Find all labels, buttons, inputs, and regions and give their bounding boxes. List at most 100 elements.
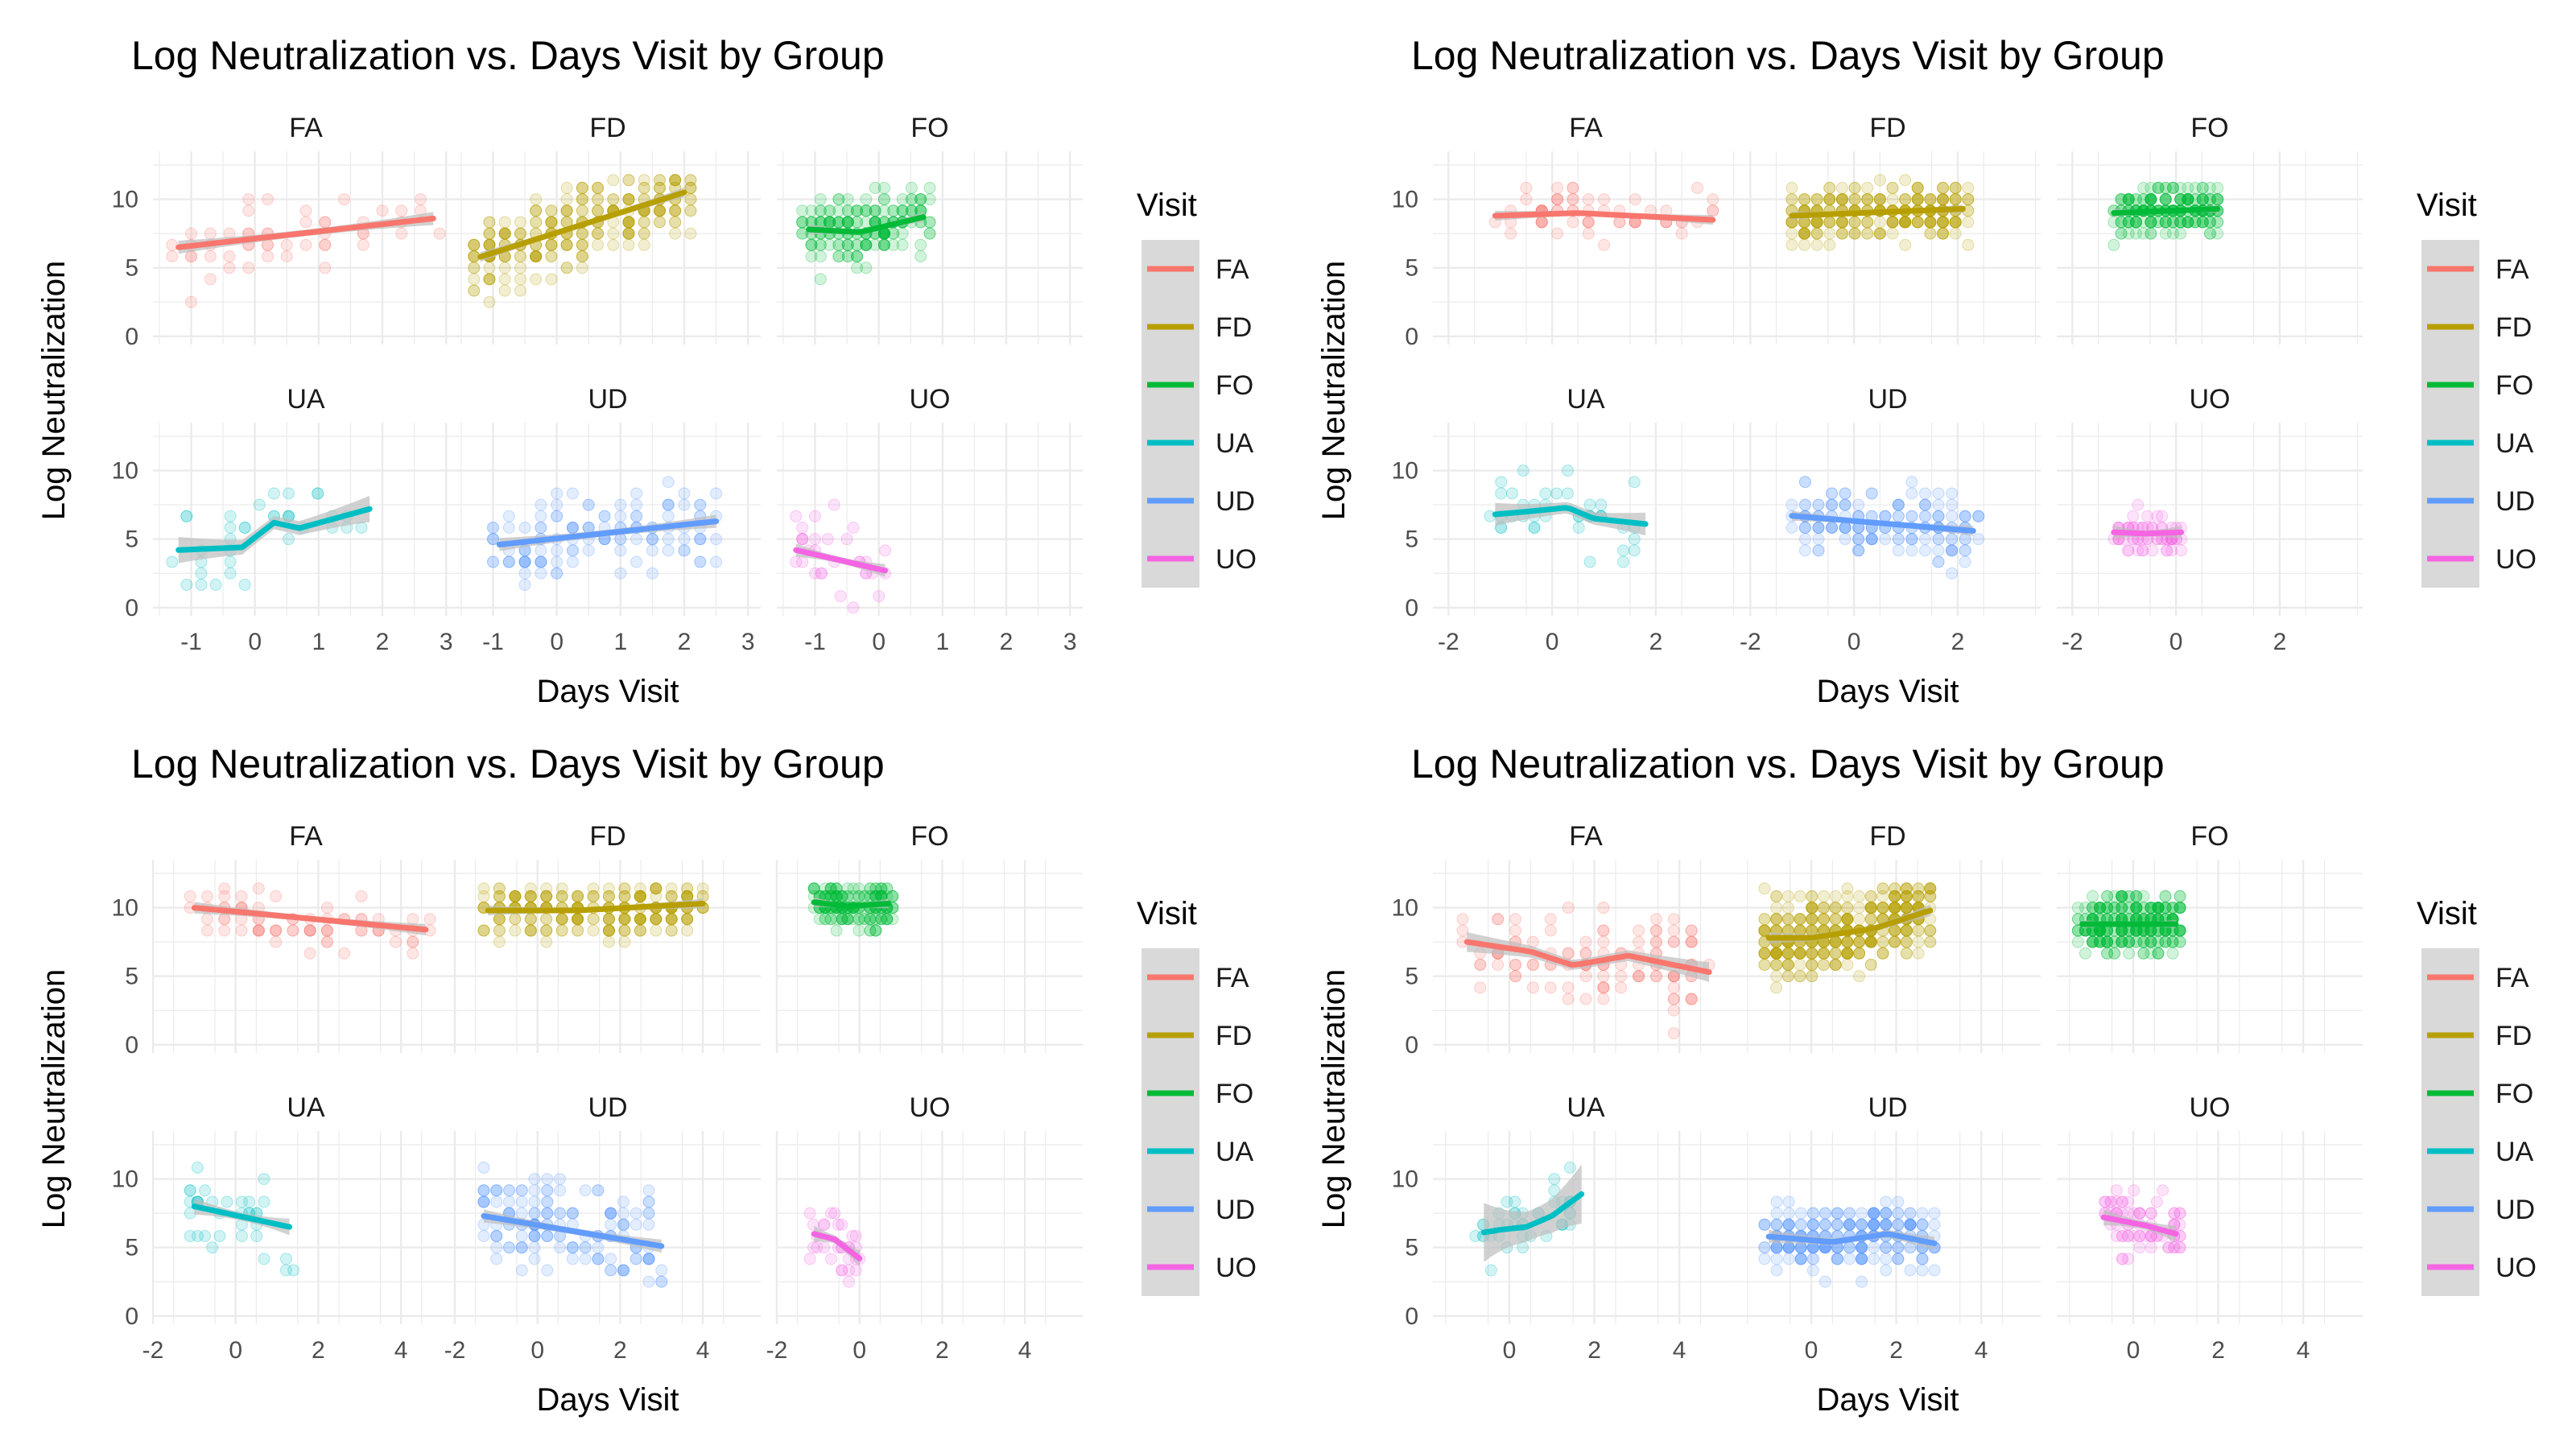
data-point: [541, 1229, 554, 1242]
data-point: [509, 890, 522, 902]
data-point: [2129, 216, 2142, 229]
data-point: [415, 193, 427, 206]
data-point: [1829, 958, 1842, 971]
data-point: [1597, 935, 1610, 948]
data-point: [1918, 498, 1931, 511]
data-point: [576, 250, 588, 262]
data-point: [1852, 544, 1865, 557]
data-point: [2145, 227, 2157, 240]
data-point: [1794, 947, 1806, 960]
minor-gridlines: [2057, 1131, 2363, 1324]
data-point: [618, 935, 631, 948]
data-point: [235, 924, 248, 937]
data-point: [490, 1184, 503, 1197]
data-point: [545, 204, 558, 217]
x-tick-label: 0: [550, 629, 564, 655]
data-point: [1937, 181, 1950, 194]
data-point: [1962, 238, 1975, 251]
data-point: [2145, 193, 2157, 206]
data-point: [622, 193, 635, 206]
data-point: [2101, 890, 2114, 902]
data-point: [1628, 476, 1641, 489]
data-point: [2159, 216, 2172, 229]
data-point: [2174, 216, 2187, 229]
data-point: [592, 227, 605, 240]
data-point: [1918, 510, 1931, 522]
data-point: [572, 913, 584, 926]
data-point: [1685, 924, 1698, 937]
data-point: [669, 204, 682, 217]
data-point: [2174, 1207, 2186, 1220]
data-point: [2137, 227, 2150, 240]
data-point: [287, 924, 299, 937]
data-point: [592, 227, 605, 240]
data-point: [1835, 216, 1848, 229]
data-point: [545, 250, 558, 262]
y-tick-label: 0: [1405, 595, 1418, 621]
data-point: [518, 578, 531, 591]
data-point: [528, 1241, 541, 1254]
data-point: [681, 924, 694, 937]
data-point: [514, 284, 526, 297]
data-point: [1868, 1218, 1880, 1231]
y-tick-label: 0: [1405, 1032, 1418, 1059]
major-gridlines: [1433, 423, 1739, 616]
data-point: [1924, 216, 1937, 229]
data-point: [487, 533, 499, 546]
data-point: [653, 216, 666, 229]
data-point: [320, 924, 333, 937]
data-point: [1918, 533, 1931, 546]
data-point: [622, 174, 635, 187]
data-point: [646, 533, 658, 546]
data-point: [303, 924, 316, 937]
data-point: [2122, 193, 2135, 206]
data-point: [1829, 902, 1842, 914]
data-point: [1484, 1264, 1497, 1277]
data-point: [1758, 1218, 1771, 1231]
data-point: [1889, 890, 1901, 902]
data-point: [1829, 913, 1842, 926]
data-point: [2189, 216, 2202, 229]
data-point: [204, 273, 217, 286]
data-point: [849, 1264, 862, 1277]
data-point: [2159, 193, 2172, 206]
data-point: [518, 555, 531, 568]
data-point: [540, 913, 553, 926]
data-point: [869, 181, 881, 194]
data-point: [518, 555, 531, 568]
data-point: [877, 238, 890, 251]
data-point: [1911, 216, 1924, 229]
data-point: [2152, 216, 2165, 229]
data-point: [483, 273, 496, 286]
data-point: [617, 1195, 630, 1208]
data-point: [638, 216, 650, 229]
data-point: [1937, 193, 1950, 206]
data-point: [796, 555, 809, 568]
facet-strip-label: FO: [2190, 113, 2228, 143]
data-point: [669, 174, 682, 187]
data-point: [622, 227, 635, 240]
data-point: [634, 890, 646, 902]
data-point: [2115, 193, 2128, 206]
x-tick-label: 1: [613, 629, 627, 655]
data-point: [551, 555, 564, 568]
trend-line: [191, 905, 429, 933]
data-point: [1861, 216, 1874, 229]
data-point: [1823, 238, 1836, 251]
data-point: [2122, 193, 2135, 206]
data-point: [490, 1195, 503, 1208]
minor-gridlines: [1433, 151, 1739, 345]
data-point: [1456, 924, 1469, 937]
data-point: [576, 238, 588, 251]
data-point: [554, 1184, 567, 1197]
data-point: [2129, 216, 2142, 229]
data-point: [1583, 498, 1596, 511]
data-point: [1798, 238, 1810, 251]
data-point: [2174, 193, 2187, 206]
data-point: [490, 1229, 503, 1242]
data-point: [560, 238, 573, 251]
data-point: [1509, 970, 1522, 983]
